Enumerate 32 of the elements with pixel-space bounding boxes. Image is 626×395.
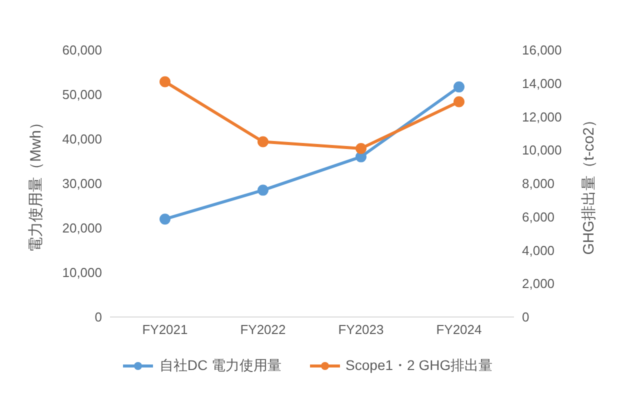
y2-tick-label: 16,000 (522, 42, 562, 58)
legend-label: Scope1・2 GHG排出量 (346, 357, 493, 375)
y-axis-title: 電力使用量（Mwh） (27, 115, 44, 252)
y2-tick-label: 8,000 (522, 176, 555, 192)
y-tick-label: 0 (94, 310, 102, 325)
point (160, 76, 170, 88)
y2-tick-label: 10,000 (522, 142, 562, 158)
y2-axis-title: GHG排出量（t-co2） (580, 112, 598, 255)
point (258, 184, 268, 196)
y2-tick-label: 0 (522, 310, 530, 325)
y-tick-label: 10,000 (62, 265, 102, 280)
x-tick-label: FY2021 (142, 322, 188, 338)
point (160, 214, 170, 225)
y-tick-label: 30,000 (62, 176, 102, 192)
y2-tick-label: 4,000 (522, 242, 555, 258)
point (356, 151, 366, 162)
y-tick-label: 50,000 (62, 87, 102, 102)
legend-label: 自社DC 電力使用量 (159, 357, 282, 375)
y-tick-label: 40,000 (62, 132, 102, 147)
y2-tick-label: 14,000 (522, 76, 562, 91)
x-tick-label: FY2024 (436, 322, 482, 338)
y2-tick-label: 12,000 (522, 109, 562, 124)
y-tick-label: 20,000 (62, 220, 102, 236)
point (454, 81, 464, 92)
y2-tick-label: 2,000 (522, 276, 555, 292)
point (258, 136, 268, 148)
point (356, 142, 366, 154)
y2-tick-label: 6,000 (522, 209, 555, 224)
y-tick-label: 60,000 (62, 42, 102, 58)
x-tick-label: FY2022 (240, 322, 286, 338)
x-tick-label: FY2023 (338, 322, 384, 338)
point (454, 96, 464, 108)
